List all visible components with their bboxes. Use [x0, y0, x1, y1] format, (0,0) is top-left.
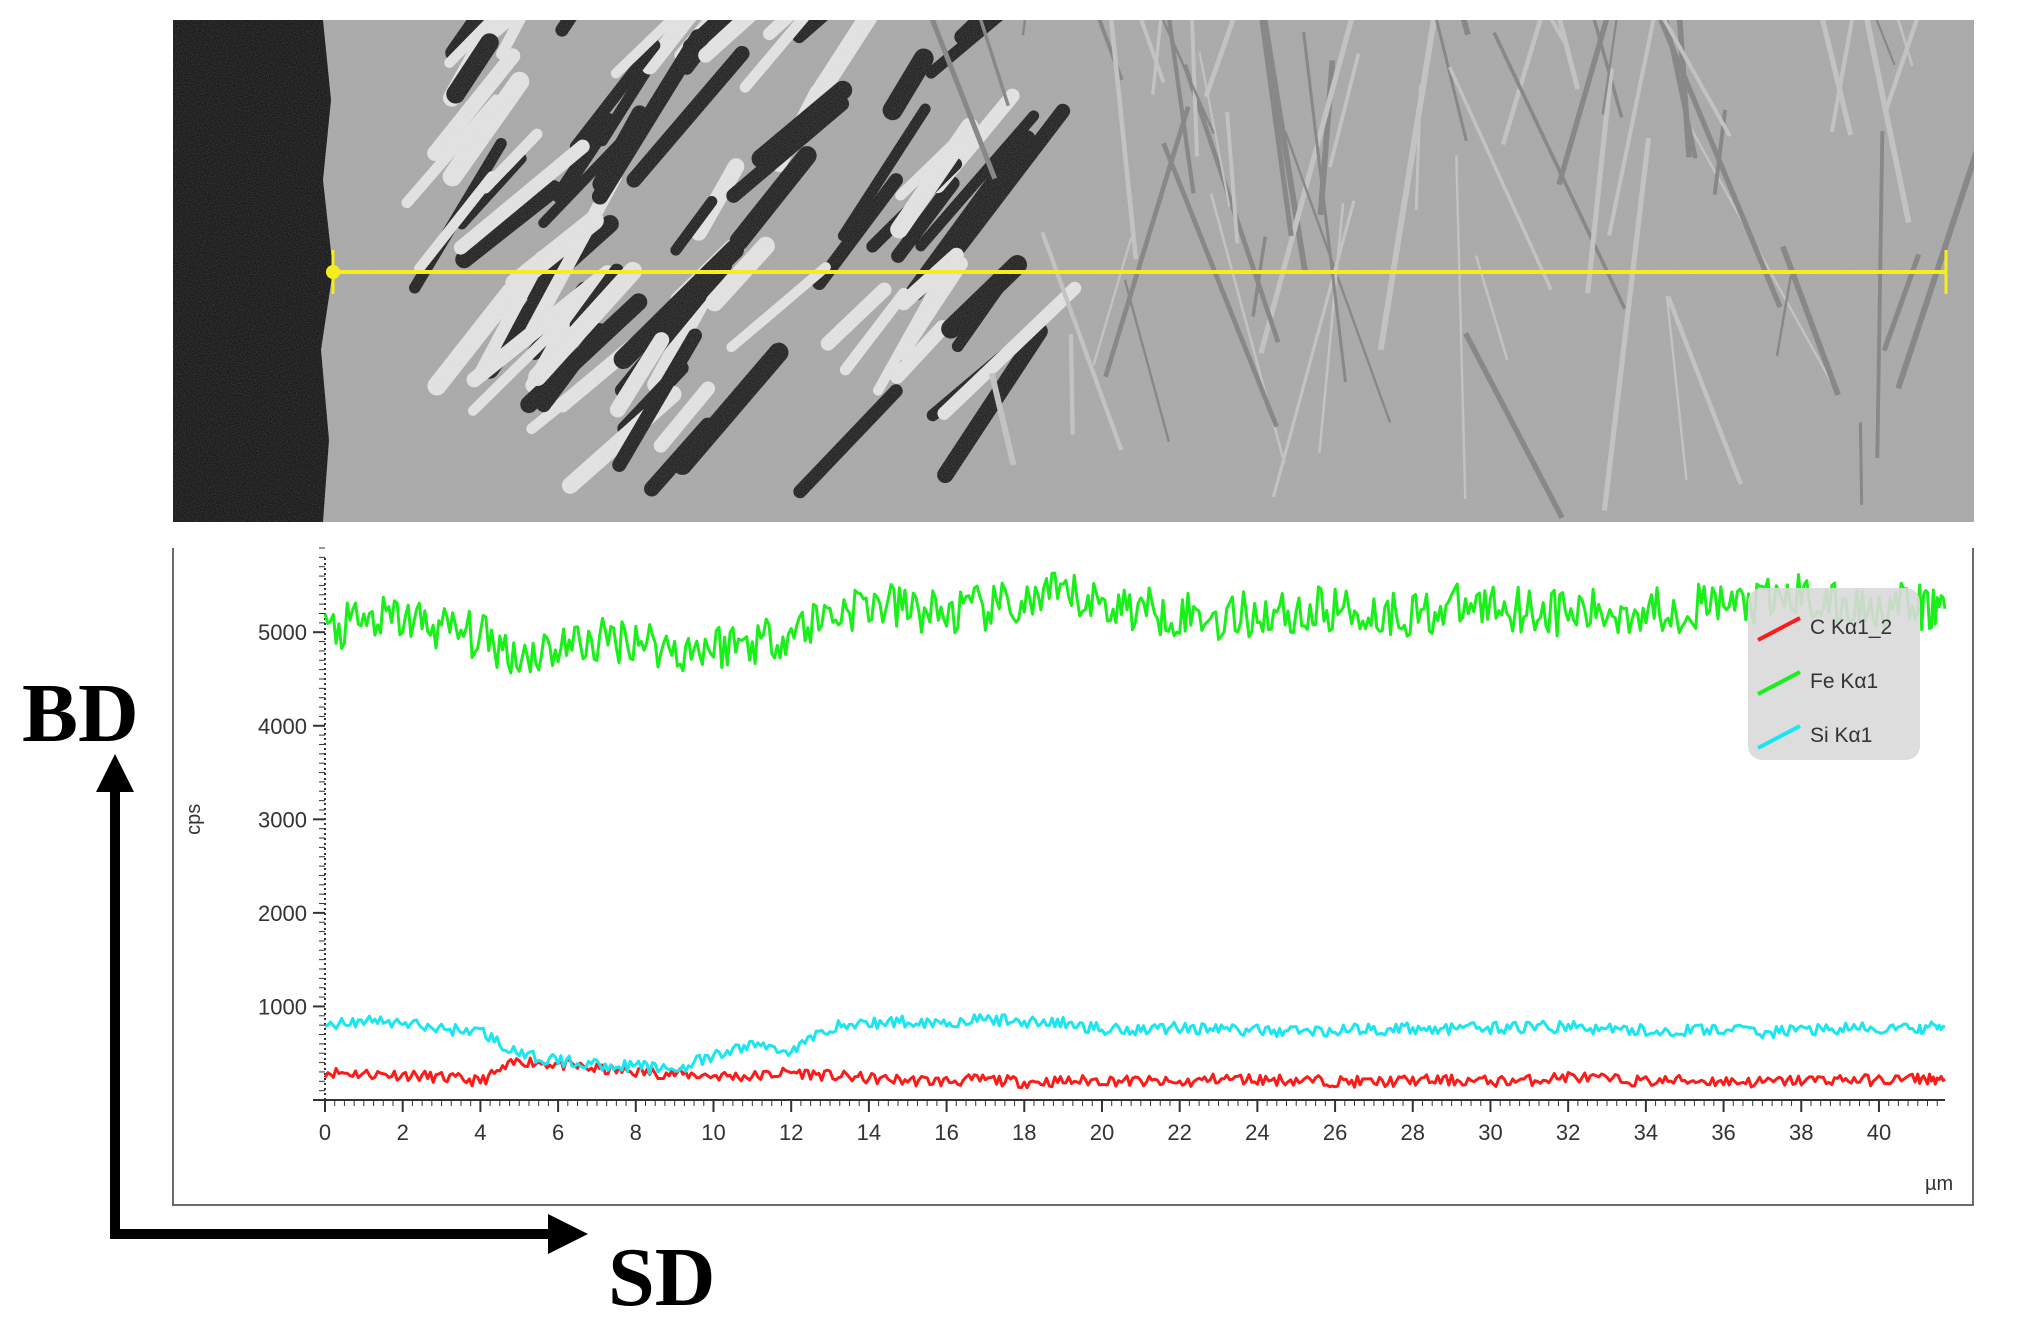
- x-tick-label: 32: [1556, 1120, 1580, 1145]
- sem-image: [173, 20, 1974, 522]
- sd-arrow-head: [548, 1214, 588, 1254]
- y-tick-label: 1000: [258, 994, 307, 1019]
- x-tick-label: 36: [1711, 1120, 1735, 1145]
- series-line-fe-k-1: [323, 571, 1947, 675]
- x-tick-label: 22: [1167, 1120, 1191, 1145]
- chart-axes: 0 2 4 6 8 10 12 14 16 18 20 22 24 26 28 30 32 34 36 38 40100…: [258, 547, 1945, 1145]
- x-tick-label: 24: [1245, 1120, 1269, 1145]
- y-tick-label: 5000: [258, 620, 307, 645]
- y-tick-label: 4000: [258, 714, 307, 739]
- x-tick-label: 34: [1634, 1120, 1658, 1145]
- chart-series: [323, 571, 1947, 1090]
- scan-line-start-marker: [326, 265, 340, 279]
- series-line-c-k-1-2: [323, 1056, 1946, 1090]
- legend-swatch: [1757, 616, 1801, 642]
- legend-swatch: [1757, 670, 1801, 696]
- x-tick-label: 26: [1323, 1120, 1347, 1145]
- chart-legend: C Kα1_2 Fe Kα1 Si Kα1: [1748, 588, 1920, 760]
- x-tick-label: 30: [1478, 1120, 1502, 1145]
- x-tick-label: 16: [934, 1120, 958, 1145]
- x-tick-label: 28: [1401, 1120, 1425, 1145]
- x-tick-label: 0: [319, 1120, 331, 1145]
- x-tick-label: 2: [397, 1120, 409, 1145]
- sem-micrograph: [173, 20, 1974, 522]
- x-tick-label: 18: [1012, 1120, 1036, 1145]
- bd-arrow-head: [96, 754, 134, 792]
- y-tick-label: 3000: [258, 807, 307, 832]
- eds-plot-frame: [172, 548, 1974, 1206]
- legend-label: Si Kα1: [1810, 724, 1872, 747]
- y-axis-title: cps: [183, 804, 205, 835]
- x-tick-label: 10: [701, 1120, 725, 1145]
- legend-label: C Kα1_2: [1810, 616, 1892, 639]
- bd-label: BD: [22, 667, 139, 760]
- legend-swatch: [1757, 724, 1801, 750]
- sd-label: SD: [608, 1231, 716, 1324]
- x-tick-label: 40: [1867, 1120, 1891, 1145]
- x-tick-label: 38: [1789, 1120, 1813, 1145]
- x-axis-title: µm: [1925, 1173, 1953, 1195]
- x-tick-label: 20: [1090, 1120, 1114, 1145]
- x-tick-label: 12: [779, 1120, 803, 1145]
- x-tick-label: 14: [857, 1120, 881, 1145]
- series-line-si-k-1: [324, 1013, 1946, 1075]
- y-tick-label: 2000: [258, 901, 307, 926]
- legend-label: Fe Kα1: [1810, 670, 1878, 693]
- x-tick-label: 8: [630, 1120, 642, 1145]
- x-tick-label: 6: [552, 1120, 564, 1145]
- x-tick-label: 4: [474, 1120, 486, 1145]
- legend-box: [1748, 588, 1920, 760]
